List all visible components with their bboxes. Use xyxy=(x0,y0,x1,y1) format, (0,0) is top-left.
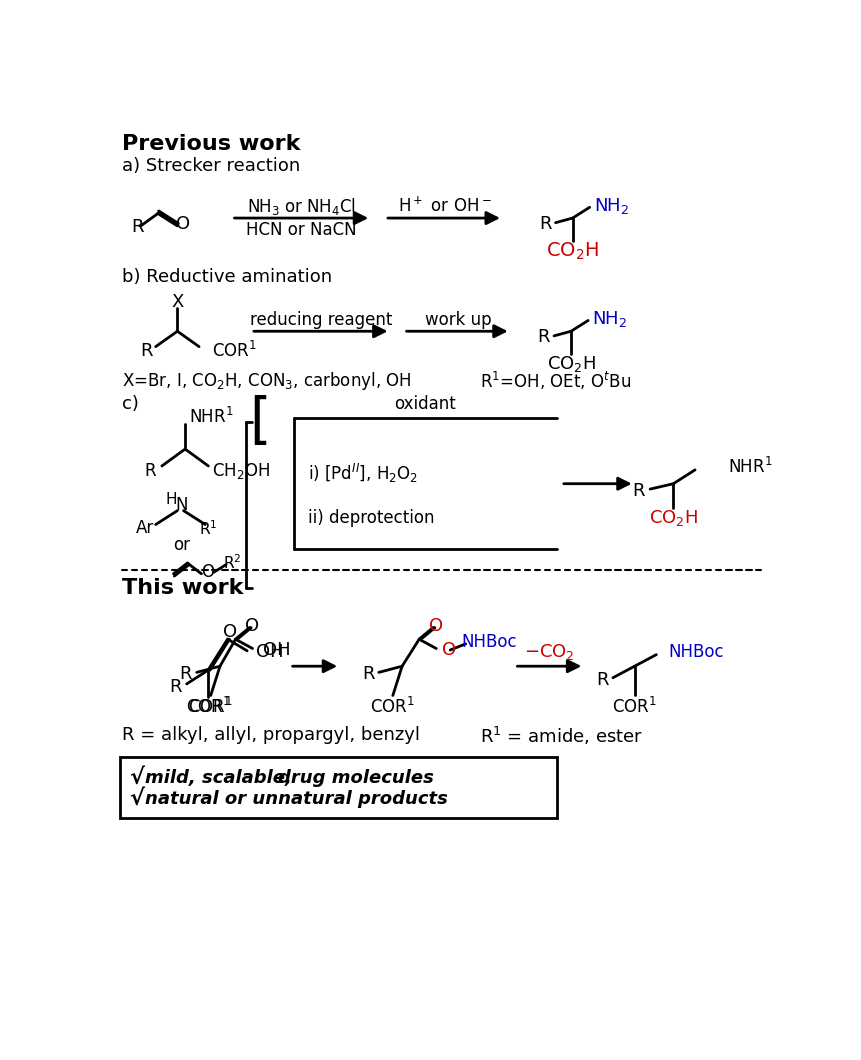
Text: R: R xyxy=(140,341,152,359)
Text: ii) deprotection: ii) deprotection xyxy=(307,510,434,528)
Text: COR$^1$: COR$^1$ xyxy=(213,340,257,360)
Text: NH$_2$: NH$_2$ xyxy=(594,196,629,216)
Text: R: R xyxy=(145,461,156,479)
Text: R$^1$ = amide, ester: R$^1$ = amide, ester xyxy=(480,724,643,746)
Text: [: [ xyxy=(250,395,271,449)
Text: b) Reductive amination: b) Reductive amination xyxy=(121,268,331,286)
Text: X: X xyxy=(171,293,183,311)
Text: NH$_2$: NH$_2$ xyxy=(592,308,628,329)
Text: O: O xyxy=(201,563,214,581)
Text: √: √ xyxy=(129,789,144,809)
Text: R$^1$=OH, OEt, O$^t$Bu: R$^1$=OH, OEt, O$^t$Bu xyxy=(480,370,631,392)
Text: c): c) xyxy=(121,395,139,413)
Text: O: O xyxy=(443,641,456,659)
Text: HCN or NaCN: HCN or NaCN xyxy=(246,220,356,238)
Text: $-$CO$_2$: $-$CO$_2$ xyxy=(524,642,575,662)
Text: R$^1$: R$^1$ xyxy=(199,519,218,537)
Text: drug molecules: drug molecules xyxy=(278,768,434,787)
Text: oxidant: oxidant xyxy=(394,395,456,413)
Text: COR$^1$: COR$^1$ xyxy=(612,697,657,717)
Text: Ar: Ar xyxy=(136,519,154,537)
Text: NHR$^1$: NHR$^1$ xyxy=(189,407,233,427)
Text: O: O xyxy=(245,617,260,635)
Text: a) Strecker reaction: a) Strecker reaction xyxy=(121,157,300,175)
Text: COR$^1$: COR$^1$ xyxy=(189,697,233,717)
Text: O: O xyxy=(223,622,237,640)
Text: O: O xyxy=(176,215,190,233)
Text: COR$^1$: COR$^1$ xyxy=(186,697,231,717)
Text: NHBoc: NHBoc xyxy=(461,633,517,651)
Text: H: H xyxy=(165,492,177,507)
Text: Previous work: Previous work xyxy=(121,135,300,154)
Text: natural or unnatural products: natural or unnatural products xyxy=(145,790,448,808)
Text: COR$^1$: COR$^1$ xyxy=(370,697,415,717)
FancyBboxPatch shape xyxy=(120,757,557,818)
Text: CO$_2$H: CO$_2$H xyxy=(547,354,596,374)
Text: OH: OH xyxy=(257,642,284,660)
Text: reducing reagent: reducing reagent xyxy=(250,311,392,329)
Text: This work: This work xyxy=(121,578,243,598)
Text: OH: OH xyxy=(263,641,291,659)
Text: √: √ xyxy=(129,767,144,788)
Text: work up: work up xyxy=(424,311,492,329)
Text: R = alkyl, allyl, propargyl, benzyl: R = alkyl, allyl, propargyl, benzyl xyxy=(121,726,419,744)
Text: R: R xyxy=(596,671,609,689)
Text: H$^+$ or OH$^-$: H$^+$ or OH$^-$ xyxy=(398,197,492,216)
Text: NHR$^1$: NHR$^1$ xyxy=(728,457,772,477)
Text: R: R xyxy=(131,218,144,236)
Text: R: R xyxy=(362,665,375,683)
Text: X=Br, I, CO$_2$H, CON$_3$, carbonyl, OH: X=Br, I, CO$_2$H, CON$_3$, carbonyl, OH xyxy=(121,370,412,392)
Text: NH$_3$ or NH$_4$Cl: NH$_3$ or NH$_4$Cl xyxy=(247,196,356,217)
Text: O: O xyxy=(429,617,443,635)
Text: NHBoc: NHBoc xyxy=(669,643,724,661)
Text: R: R xyxy=(180,665,192,683)
Text: or: or xyxy=(173,536,189,554)
Text: mild, scalable,: mild, scalable, xyxy=(145,768,304,787)
Text: R: R xyxy=(538,329,550,347)
Text: CH$_2$OH: CH$_2$OH xyxy=(213,461,270,480)
Text: R$^2$: R$^2$ xyxy=(223,553,242,572)
Text: R: R xyxy=(632,482,645,500)
Text: R: R xyxy=(539,215,552,233)
Text: CO$_2$H: CO$_2$H xyxy=(546,241,599,262)
Text: R: R xyxy=(170,678,182,696)
Text: i) [Pd$^{II}$], H$_2$O$_2$: i) [Pd$^{II}$], H$_2$O$_2$ xyxy=(307,462,418,485)
Text: N: N xyxy=(175,495,188,513)
Text: CO$_2$H: CO$_2$H xyxy=(649,509,698,528)
